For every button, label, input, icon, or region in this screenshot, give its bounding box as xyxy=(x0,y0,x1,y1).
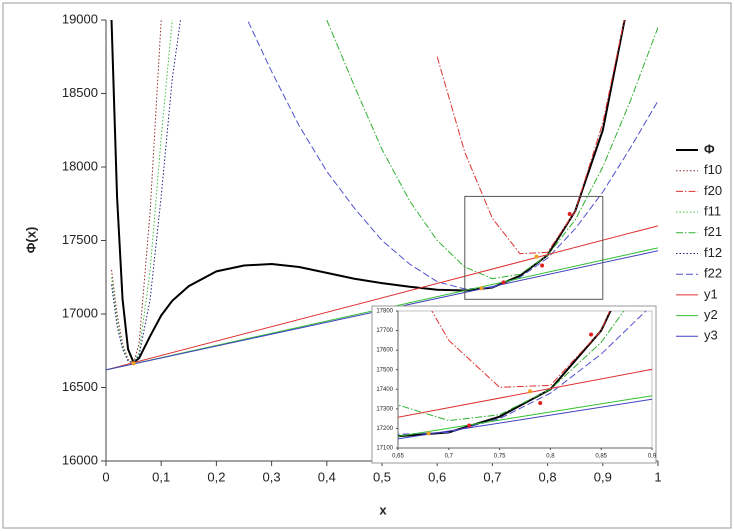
marker xyxy=(540,263,545,268)
y-tick-label: 17400 xyxy=(376,387,393,393)
x-tick-label: 0 xyxy=(102,469,109,484)
x-tick-label: 0,8 xyxy=(539,469,557,484)
series-line xyxy=(398,398,652,440)
x-tick-label: 0,7 xyxy=(483,469,501,484)
x-tick-label: 0,9 xyxy=(594,469,612,484)
marker xyxy=(534,254,539,259)
series-line xyxy=(246,20,658,290)
legend-label: f22 xyxy=(704,266,722,281)
legend-label: f11 xyxy=(704,204,721,219)
y-axis-title: Φ(x) xyxy=(23,227,38,254)
series-line xyxy=(398,368,652,418)
y-tick-label: 16000 xyxy=(62,452,98,467)
legend-label: Φ xyxy=(704,141,715,156)
x-tick-label: 0,7 xyxy=(445,454,454,460)
y-tick-label: 17000 xyxy=(62,305,98,320)
zoom-box xyxy=(464,195,604,300)
x-tick-label: 1 xyxy=(654,469,661,484)
legend-label: f10 xyxy=(704,162,722,177)
x-tick-label: 0,65 xyxy=(392,454,404,460)
y-tick-label: 19000 xyxy=(62,11,98,26)
series-line xyxy=(326,20,658,280)
x-tick-label: 0,5 xyxy=(373,469,391,484)
marker xyxy=(567,212,572,217)
y-tick-label: 17700 xyxy=(376,328,393,334)
inset-background xyxy=(371,305,657,464)
legend-label: y2 xyxy=(704,307,718,322)
legend-label: y3 xyxy=(704,328,718,343)
series-line xyxy=(398,311,647,435)
y-tick-label: 17600 xyxy=(376,348,393,354)
x-tick-label: 0,75 xyxy=(494,454,506,460)
series-line xyxy=(398,311,612,438)
legend-label: f12 xyxy=(704,245,722,260)
marker xyxy=(501,280,506,285)
legend-label: f20 xyxy=(704,183,722,198)
marker xyxy=(589,332,594,337)
y-tick-label: 16500 xyxy=(62,379,98,394)
x-tick-label: 0,6 xyxy=(428,469,446,484)
x-tick-label: 0,85 xyxy=(595,454,607,460)
marker xyxy=(528,389,533,394)
series-line xyxy=(398,395,652,437)
legend-label: f21 xyxy=(704,224,722,239)
x-tick-label: 0,3 xyxy=(263,469,281,484)
legend-label: y1 xyxy=(704,286,718,301)
y-tick-label: 17100 xyxy=(376,446,393,452)
series-line xyxy=(111,20,162,365)
x-tick-label: 0,4 xyxy=(318,469,336,484)
x-tick-label: 0,2 xyxy=(207,469,225,484)
marker xyxy=(131,361,136,366)
series-line xyxy=(436,20,625,255)
x-tick-label: 0,8 xyxy=(546,454,555,460)
marker xyxy=(538,400,543,405)
series-line xyxy=(106,225,658,371)
marker xyxy=(426,431,431,436)
y-tick-label: 17300 xyxy=(376,406,393,412)
y-tick-label: 17200 xyxy=(376,426,393,432)
marker xyxy=(479,286,484,291)
x-tick-label: 0,1 xyxy=(152,469,170,484)
x-axis-title: x xyxy=(379,502,387,517)
y-tick-label: 17500 xyxy=(376,367,393,373)
marker xyxy=(467,423,472,428)
series-line xyxy=(111,20,182,364)
y-tick-label: 18000 xyxy=(62,158,98,173)
inset-frame xyxy=(397,310,653,449)
y-tick-label: 17500 xyxy=(62,232,98,247)
y-tick-label: 17800 xyxy=(376,309,393,315)
y-tick-label: 18500 xyxy=(62,85,98,100)
x-tick-label: 0,9 xyxy=(648,454,657,460)
